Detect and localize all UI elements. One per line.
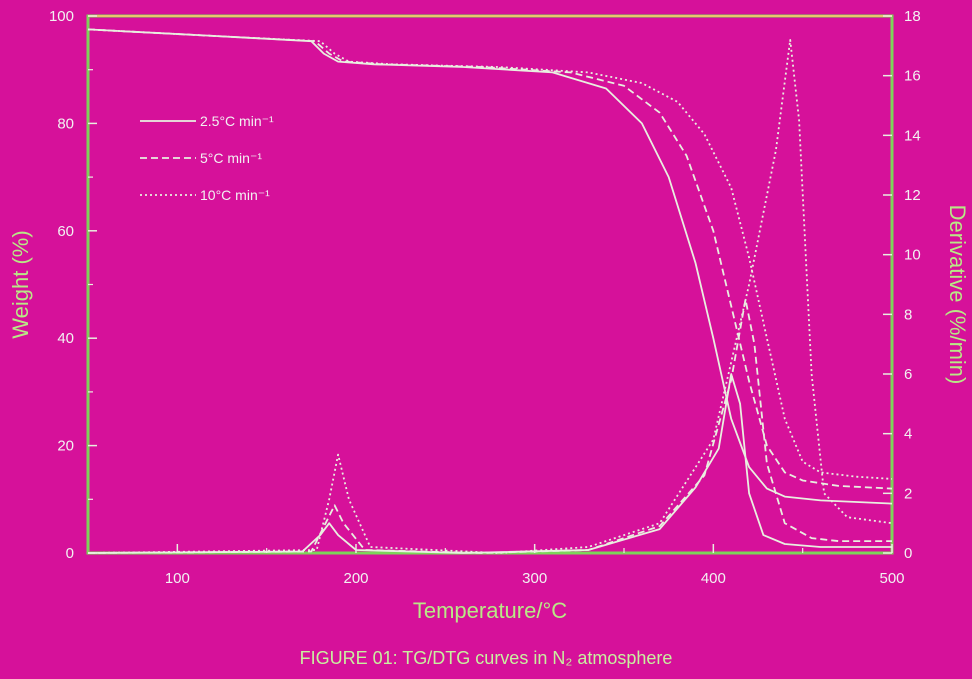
y-left-tick-label: 80 [57, 115, 74, 132]
y-right-tick-label: 12 [904, 187, 921, 204]
y-right-tick-label: 6 [904, 366, 912, 383]
y-left-tick-label: 20 [57, 438, 74, 455]
x-tick-label: 100 [165, 570, 190, 587]
tg-series-line-1 [87, 28, 893, 505]
y-left-tick-label: 100 [49, 8, 74, 25]
y-right-tick-label: 4 [904, 426, 912, 443]
axis-ticks [88, 15, 893, 554]
plot-series [87, 28, 893, 554]
tg-series-line-3 [87, 28, 893, 480]
y-right-tick-label: 2 [904, 485, 912, 502]
y-left-axis-label: Weight (%) [8, 230, 33, 338]
y-right-tick-label: 10 [904, 247, 921, 264]
dtg-series-line-2 [87, 298, 892, 554]
legend: 2.5°C min⁻¹ 5°C min⁻¹ 10°C min⁻¹ [140, 113, 274, 203]
dtg-series-line-1 [87, 373, 892, 554]
y-right-tick-label: 0 [904, 545, 912, 562]
x-tick-label: 400 [701, 570, 726, 587]
y-left-tick-label: 40 [57, 330, 74, 347]
figure-caption: FIGURE 01: TG/DTG curves in N₂ atmospher… [300, 648, 673, 668]
y-right-tick-label: 16 [904, 68, 921, 85]
x-tick-label: 200 [343, 570, 368, 587]
y-right-tick-label: 8 [904, 306, 912, 323]
y-right-tick-label: 18 [904, 8, 921, 25]
legend-label: 10°C min⁻¹ [200, 187, 270, 203]
y-right-tick-label: 14 [904, 127, 921, 144]
tg-series-line-2 [87, 28, 893, 490]
y-right-axis-label: Derivative (%/min) [945, 205, 970, 385]
x-tick-label: 300 [522, 570, 547, 587]
x-tick-label: 500 [879, 570, 904, 587]
y-left-tick-label: 0 [66, 545, 74, 562]
legend-label: 2.5°C min⁻¹ [200, 113, 274, 129]
chart-text: 100 200 300 400 5000204060801000246810121416… [8, 8, 970, 668]
x-axis-label: Temperature/°C [413, 598, 567, 623]
y-left-tick-label: 60 [57, 223, 74, 240]
legend-label: 5°C min⁻¹ [200, 150, 262, 166]
